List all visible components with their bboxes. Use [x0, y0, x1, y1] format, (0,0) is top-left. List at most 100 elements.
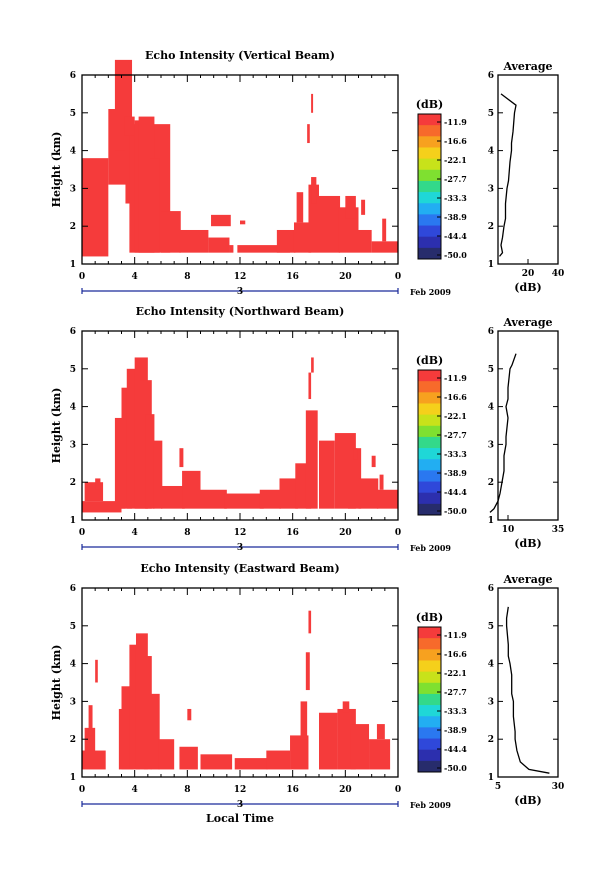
echo-cell	[369, 739, 391, 770]
y-tick-label: 6	[70, 327, 76, 337]
colorbar-swatch	[418, 381, 441, 393]
colorbar-label: -33.3	[444, 193, 467, 203]
echo-cell	[319, 712, 338, 770]
colorbar-label: -44.4	[444, 487, 467, 497]
average-frame	[497, 74, 559, 265]
colorbar-label: -38.9	[444, 468, 467, 478]
echo-cell	[305, 652, 310, 691]
colorbar-label: -11.9	[444, 117, 467, 127]
echo-cell	[200, 754, 233, 770]
colorbar-label: -27.7	[444, 430, 467, 440]
echo-cell	[307, 124, 310, 144]
colorbar-label: -38.9	[444, 725, 467, 735]
colorbar-label: -22.1	[444, 155, 467, 165]
y-axis-label: Height (km)	[50, 388, 63, 464]
echo-cell	[276, 229, 296, 253]
average-y-label: 6	[488, 327, 494, 337]
x-tick-label: 0	[395, 785, 401, 795]
date-mark: 3	[237, 543, 243, 553]
y-tick-label: 3	[70, 184, 76, 194]
colorbar-swatch	[418, 649, 441, 661]
echo-cell	[376, 724, 385, 740]
colorbar-unit: (dB)	[416, 354, 443, 367]
colorbar: (dB)-11.9 -16.6 -22.1 -27.7 -33.3 -38.9 -44.4 -…	[416, 611, 467, 773]
echo-cell	[350, 724, 370, 770]
y-tick-label: 3	[70, 440, 76, 450]
average-y-label: 5	[488, 365, 494, 375]
colorbar-swatch	[418, 158, 441, 171]
y-tick-label: 5	[70, 365, 76, 375]
average-y-label: 1	[488, 260, 494, 270]
x-tick-label: 20	[339, 785, 352, 795]
average-profile: Average 1 2 3 4 5 6 20 40 (dB)	[488, 60, 565, 294]
colorbar-swatch	[418, 214, 441, 227]
colorbar-label: -33.3	[444, 449, 467, 459]
colorbar-swatch	[418, 436, 441, 449]
panel-title: Echo Intensity (Northward Beam)	[136, 305, 345, 318]
colorbar-swatch	[418, 192, 441, 204]
echo-cell	[114, 417, 126, 509]
colorbar-swatch	[418, 414, 441, 427]
echo-cell	[84, 727, 96, 755]
y-tick-label: 2	[70, 735, 76, 745]
colorbar-swatch	[418, 749, 441, 762]
colorbar-label: -11.9	[444, 373, 467, 383]
average-profile: Average 1 2 3 4 5 6 5 30 (dB)	[488, 573, 565, 807]
colorbar-label: -38.9	[444, 212, 467, 222]
average-x-label: 35	[552, 525, 565, 535]
echo-cell	[353, 448, 358, 460]
echo-cell	[379, 474, 384, 490]
echo-cell	[347, 448, 362, 509]
x-tick-label: 4	[132, 272, 138, 282]
colorbar-swatch	[418, 180, 441, 193]
echo-cell	[121, 686, 134, 770]
colorbar-swatch	[418, 425, 441, 438]
echo-cell	[311, 177, 317, 204]
echo-cell	[308, 610, 312, 634]
colorbar-swatch	[418, 169, 441, 182]
y-tick-label: 2	[70, 222, 76, 232]
colorbar-swatch	[418, 448, 441, 460]
echo-cell	[259, 489, 281, 509]
echo-cell	[179, 229, 209, 253]
date-mark: 3	[237, 800, 243, 810]
colorbar-swatch	[418, 716, 441, 728]
echo-cell	[121, 387, 133, 509]
colorbar-label: -22.1	[444, 411, 467, 421]
y-tick-label: 6	[70, 584, 76, 594]
average-x-label: 20	[522, 269, 535, 279]
colorbar-swatch	[418, 481, 441, 494]
colorbar-label: -16.6	[444, 649, 467, 659]
average-title: Average	[502, 573, 552, 586]
echo-cell	[161, 211, 181, 253]
y-tick-label: 6	[70, 71, 76, 81]
colorbar-swatch	[418, 225, 441, 238]
x-tick-label: 0	[79, 785, 85, 795]
echo-cell	[95, 659, 98, 683]
colorbar-swatch	[418, 136, 441, 148]
average-xlabel: (dB)	[514, 537, 541, 550]
echo-cell	[376, 489, 398, 509]
echo-cell	[143, 656, 152, 770]
colorbar: (dB)-11.9 -16.6 -22.1 -27.7 -33.3 -38.9 -44.4 -…	[416, 354, 467, 516]
average-x-label: 30	[552, 782, 565, 792]
echo-cell	[311, 93, 314, 113]
colorbar-swatch	[418, 459, 441, 471]
y-tick-label: 1	[70, 516, 76, 526]
x-tick-label: 12	[234, 528, 247, 538]
echo-cell	[311, 357, 314, 373]
echo-cell	[145, 414, 155, 509]
colorbar-swatch	[418, 247, 441, 260]
y-axis-label: Height (km)	[50, 645, 63, 721]
average-title: Average	[502, 316, 552, 329]
colorbar-swatch	[418, 370, 441, 382]
echo-cell	[279, 478, 298, 509]
colorbar-swatch	[418, 403, 441, 416]
colorbar-swatch	[418, 236, 441, 249]
colorbar-label: -11.9	[444, 630, 467, 640]
average-y-label: 3	[488, 440, 494, 450]
average-y-label: 6	[488, 584, 494, 594]
